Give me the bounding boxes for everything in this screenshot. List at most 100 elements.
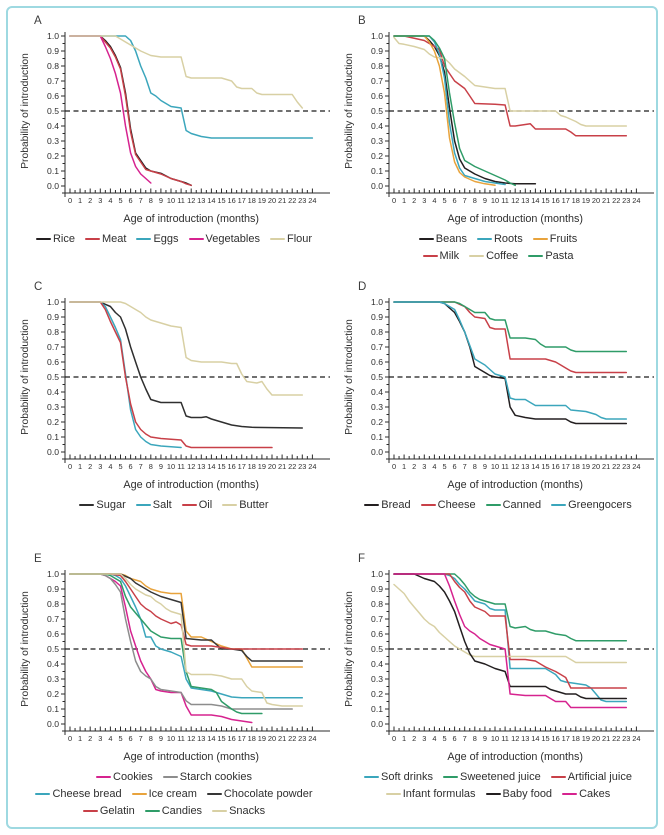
svg-text:17: 17	[562, 196, 570, 205]
svg-text:15: 15	[217, 196, 225, 205]
legend-marker-greengocers	[551, 504, 567, 506]
svg-text:6: 6	[453, 462, 457, 471]
svg-text:8: 8	[473, 462, 477, 471]
plot-C: 1.00.90.80.70.60.50.40.30.20.10.00 1 2 3 4 5 6…	[20, 297, 330, 491]
svg-text:22: 22	[612, 734, 620, 743]
svg-text:0.3: 0.3	[47, 402, 59, 412]
panel-D: D 1.0 0.9 0.8 0.7 0.6 0.5 0.4 0.3 0.2 0.1 0.0 0 1 2 3 4…	[332, 274, 656, 546]
svg-text:16: 16	[551, 196, 559, 205]
svg-text:3: 3	[98, 196, 102, 205]
series-milk	[393, 35, 628, 137]
svg-text:10: 10	[167, 734, 175, 743]
svg-text:16: 16	[227, 462, 235, 471]
svg-text:14: 14	[207, 196, 215, 205]
legend-marker-fruits	[532, 238, 548, 240]
svg-text:0.9: 0.9	[371, 312, 383, 322]
legend-label: Greengocers	[568, 499, 632, 511]
series-candies	[69, 573, 263, 715]
svg-text:0.4: 0.4	[47, 659, 59, 669]
legend-item-cheese-bread: Cheese bread	[35, 786, 122, 802]
svg-text:0.6: 0.6	[47, 357, 59, 367]
y-axis-label: Probability of introduction	[20, 591, 31, 707]
legend-marker-beans	[418, 238, 434, 240]
svg-text:10: 10	[167, 462, 175, 471]
legend-item-roots: Roots	[476, 231, 523, 247]
svg-text:9: 9	[159, 734, 163, 743]
svg-text:9: 9	[159, 196, 163, 205]
legend-item-cheese: Cheese	[420, 497, 476, 513]
legend-label: Sweetened juice	[460, 771, 541, 783]
panel-A: A 1.0 0.9 0.8 0.7 0.6 0.5 0.4 0.3 0.2 0.1 0.0 0 1 2 3 4…	[8, 8, 332, 274]
legend-marker-soft-drinks	[364, 776, 380, 778]
svg-text:0.6: 0.6	[47, 629, 59, 639]
svg-text:3: 3	[98, 462, 102, 471]
legend-A: Rice Meat Eggs Vegetables Flour	[16, 231, 332, 247]
svg-text:0.7: 0.7	[47, 76, 59, 86]
svg-text:19: 19	[582, 196, 590, 205]
legend-marker-snacks	[212, 810, 228, 812]
svg-text:12: 12	[187, 196, 195, 205]
svg-text:13: 13	[197, 734, 205, 743]
svg-text:13: 13	[521, 196, 529, 205]
legend-item-greengocers: Greengocers	[551, 497, 632, 513]
legend-F: Soft drinks Sweetened juice Artificial jui…	[340, 769, 656, 802]
legend-item-salt: Salt	[135, 497, 172, 513]
svg-text:0.3: 0.3	[47, 136, 59, 146]
legend-row: Soft drinks Sweetened juice Artificial jui…	[364, 769, 632, 785]
svg-text:0.9: 0.9	[47, 584, 59, 594]
svg-text:17: 17	[238, 462, 246, 471]
svg-text:15: 15	[541, 196, 549, 205]
legend-item-beans: Beans	[418, 231, 467, 247]
series-greengocers	[393, 301, 628, 420]
svg-text:2: 2	[412, 734, 416, 743]
svg-text:8: 8	[473, 734, 477, 743]
legend-item-milk: Milk	[422, 248, 459, 264]
legend-item-butter: Butter	[222, 497, 269, 513]
series-rice	[69, 35, 192, 187]
legend-marker-chocolate-powder	[206, 793, 222, 795]
svg-text:16: 16	[551, 462, 559, 471]
svg-text:0: 0	[68, 196, 72, 205]
svg-text:12: 12	[511, 462, 519, 471]
svg-text:17: 17	[238, 734, 246, 743]
legend-label: Vegetables	[205, 233, 260, 245]
legend-label: Infant formulas	[402, 788, 476, 800]
legend-item-coffee: Coffee	[469, 248, 518, 264]
svg-text:7: 7	[139, 462, 143, 471]
svg-text:0: 0	[68, 462, 72, 471]
svg-text:16: 16	[227, 196, 235, 205]
legend-item-starch-cookies: Starch cookies	[162, 769, 252, 785]
legend-item-sweetened-juice: Sweetened juice	[443, 769, 541, 785]
plot-B: 1.00.90.80.70.60.50.40.30.20.10.00 1 2 3 4 5 6…	[344, 31, 654, 225]
svg-text:3: 3	[422, 734, 426, 743]
legend-marker-rice	[35, 238, 51, 240]
svg-text:24: 24	[632, 734, 640, 743]
svg-text:11: 11	[177, 462, 185, 471]
legend-label: Starch cookies	[179, 771, 252, 783]
svg-text:15: 15	[217, 462, 225, 471]
svg-text:4: 4	[432, 734, 436, 743]
svg-text:7: 7	[463, 462, 467, 471]
svg-text:9: 9	[483, 734, 487, 743]
legend-item-vegetables: Vegetables	[188, 231, 260, 247]
svg-text:0.3: 0.3	[371, 402, 383, 412]
svg-text:11: 11	[501, 462, 509, 471]
svg-text:11: 11	[501, 196, 509, 205]
legend-marker-cookies	[96, 776, 112, 778]
legend-label: Gelatin	[99, 805, 135, 817]
y-axis-label: Probability of introduction	[20, 53, 31, 169]
svg-text:7: 7	[463, 734, 467, 743]
legend-label: Cakes	[579, 788, 611, 800]
svg-text:24: 24	[632, 462, 640, 471]
legend-E: Cookies Starch cookies Cheese bread Ice cre…	[16, 769, 332, 819]
legend-row: Rice Meat Eggs Vegetables Flour	[35, 231, 312, 247]
legend-C: Sugar Salt Oil Butter	[16, 497, 332, 513]
series-oil	[69, 301, 273, 449]
svg-text:0.6: 0.6	[47, 91, 59, 101]
panel-C: C 1.0 0.9 0.8 0.7 0.6 0.5 0.4 0.3 0.2 0.1 0.0 0 1 2 3 4…	[8, 274, 332, 546]
series-fruits	[393, 35, 496, 187]
svg-text:8: 8	[149, 462, 153, 471]
legend-item-canned: Canned	[485, 497, 541, 513]
series-vegetables	[69, 35, 152, 184]
svg-text:0.8: 0.8	[371, 61, 383, 71]
